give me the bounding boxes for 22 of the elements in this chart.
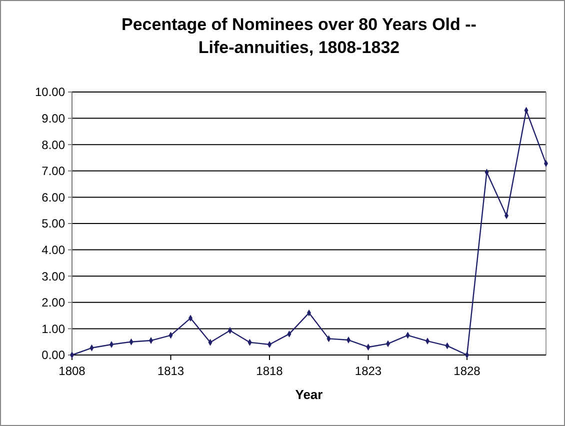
x-tick-label: 1818 [256,364,284,378]
x-tick-label: 1813 [157,364,184,378]
y-tick-label: 10.00 [34,85,66,100]
x-tick-label: 1823 [354,364,382,378]
x-axis-title: Year [295,387,323,402]
x-tick-label: 1808 [58,364,86,378]
y-tick-label: 0.00 [42,348,66,362]
y-tick-label: 1.00 [42,322,66,336]
y-tick-label: 5.00 [42,216,66,231]
y-tick-label: 7.00 [42,164,66,178]
point [267,341,272,348]
point [109,341,114,348]
y-tick-label: 6.00 [42,190,66,204]
y-tick-label: 3.00 [42,269,66,284]
y-tick-label: 9.00 [42,112,66,126]
x-tick-label: 1828 [454,364,481,378]
y-tick-label: 8.00 [42,138,66,152]
y-tick-label: 2.00 [42,296,66,310]
y-tick-label: 4.00 [42,243,66,257]
point [346,336,351,344]
point [464,352,470,358]
chart-title: Pecentage of Nominees over 80 Years Old -- Life-annuities, 1808-1832 [122,15,476,57]
